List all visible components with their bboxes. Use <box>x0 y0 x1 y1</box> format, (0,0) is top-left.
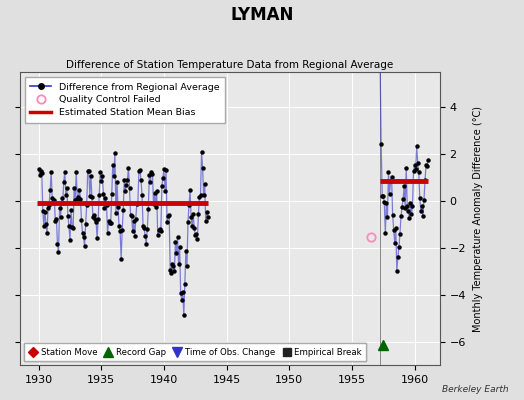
Text: Berkeley Earth: Berkeley Earth <box>442 385 508 394</box>
Y-axis label: Monthly Temperature Anomaly Difference (°C): Monthly Temperature Anomaly Difference (… <box>473 106 483 332</box>
Legend: Station Move, Record Gap, Time of Obs. Change, Empirical Break: Station Move, Record Gap, Time of Obs. C… <box>24 343 366 361</box>
Text: LYMAN: LYMAN <box>231 6 293 24</box>
Title: Difference of Station Temperature Data from Regional Average: Difference of Station Temperature Data f… <box>66 60 394 70</box>
